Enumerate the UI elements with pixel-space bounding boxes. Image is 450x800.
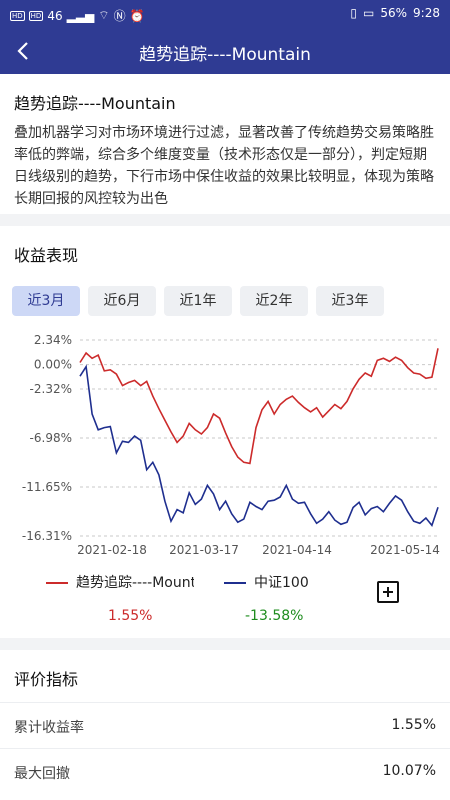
vibrate-icon: ▯ [350, 6, 358, 20]
battery-text: 56% [380, 6, 408, 20]
alarm-icon: ⏰ [129, 8, 145, 23]
chart-legend: 趋势追踪----Mountain 中证100 1.55% -13.58% [0, 566, 450, 638]
signal-icon: ▂▃▅ [66, 8, 95, 23]
tab-3-months[interactable]: 近3月 [12, 286, 80, 316]
signal-text: 46 [47, 8, 63, 23]
series-line-benchmark [79, 364, 439, 528]
y-tick-label: -2.32% [30, 382, 72, 396]
status-left: HD HD 46 ▂▃▅ ⌔ Ⓝ ⏰ [10, 7, 145, 24]
back-button[interactable] [10, 37, 38, 65]
back-arrow-icon [17, 42, 28, 60]
tab-6-months[interactable]: 近6月 [88, 286, 156, 316]
legend-value-benchmark: -13.58% [245, 608, 304, 624]
app-bar: 趋势追踪----Mountain [0, 28, 450, 74]
legend-swatch-benchmark [224, 582, 246, 584]
add-series-button[interactable] [377, 581, 399, 603]
strategy-description: 叠加机器学习对市场环境进行过滤，显著改善了传统趋势交易策略胜率低的弊端，综合多个… [14, 125, 434, 207]
strategy-intro-card: 趋势追踪----Mountain 叠加机器学习对市场环境进行过滤，显著改善了传统… [0, 74, 450, 214]
y-tick-label: 2.34% [34, 333, 72, 347]
y-tick-label: -16.31% [22, 529, 72, 543]
hd-badge-1: HD [10, 10, 25, 21]
status-bar: HD HD 46 ▂▃▅ ⌔ Ⓝ ⏰ ▯ ▭ 56% 9:28 [0, 0, 450, 28]
x-tick-label: 2021-05-14 [370, 543, 440, 557]
hd-badge-2: HD [28, 10, 44, 21]
app-bar-title: 趋势追踪----Mountain [139, 45, 311, 65]
y-tick-label: -6.98% [30, 431, 72, 445]
performance-card: 收益表现 近3月 近6月 近1年 近2年 近3年 2.34% 0.00% -2.32… [0, 226, 450, 638]
legend-swatch-strategy [46, 582, 68, 584]
strategy-name: 趋势追踪----Mountain [14, 94, 176, 113]
tab-1-year[interactable]: 近1年 [164, 286, 232, 316]
wifi-icon: ⌔ [98, 8, 110, 22]
battery-icon: ▭ [363, 6, 375, 20]
x-tick-label: 2021-04-14 [262, 543, 332, 557]
performance-section-title: 收益表现 [14, 246, 79, 265]
tab-3-years[interactable]: 近3年 [316, 286, 384, 316]
time-text: 9:28 [413, 6, 440, 20]
metric-label: 最大回撤 [14, 766, 70, 782]
evaluation-section-title: 评价指标 [14, 670, 79, 689]
legend-value-strategy: 1.55% [108, 608, 153, 624]
legend-label-benchmark: 中证100 [254, 575, 309, 591]
x-tick-label: 2021-03-17 [169, 543, 239, 557]
metric-value: 10.07% [382, 763, 436, 779]
status-right: ▯ ▭ 56% 9:28 [350, 6, 440, 20]
nfc-icon: Ⓝ [113, 9, 126, 23]
metric-row-max-drawdown: 最大回撤 10.07% [0, 748, 450, 794]
metric-value: 1.55% [391, 717, 436, 733]
y-tick-label: 0.00% [34, 358, 72, 372]
x-tick-label: 2021-02-18 [77, 543, 147, 557]
metric-row-cumulative-return: 累计收益率 1.55% [0, 702, 450, 748]
series-line-strategy [79, 348, 439, 465]
metric-label: 累计收益率 [14, 720, 84, 736]
tab-2-years[interactable]: 近2年 [240, 286, 308, 316]
performance-chart: 2.34% 0.00% -2.32% -6.98% -11.65% -16.31% 2021… [22, 333, 440, 557]
period-tabs: 近3月 近6月 近1年 近2年 近3年 [12, 286, 384, 316]
y-tick-label: -11.65% [22, 480, 72, 494]
evaluation-card: 评价指标 累计收益率 1.55% 最大回撤 10.07% [0, 650, 450, 800]
legend-label-strategy: 趋势追踪----Mountain [76, 575, 194, 591]
